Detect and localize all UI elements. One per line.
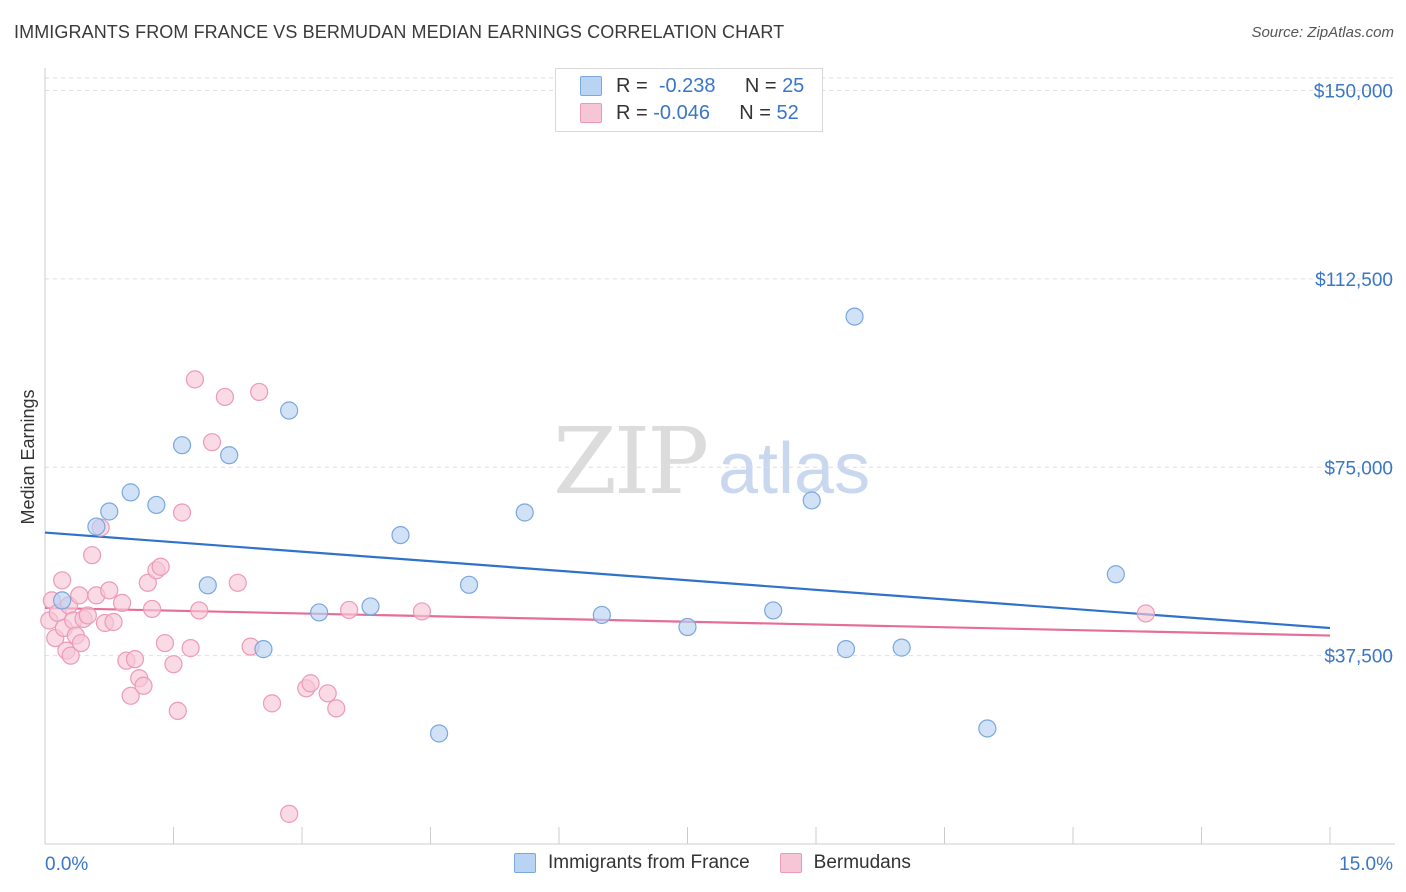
axes	[45, 68, 1395, 844]
point-france	[846, 308, 863, 325]
legend-swatch-france	[580, 76, 602, 96]
point-bermudans	[302, 675, 319, 692]
point-france	[593, 606, 610, 623]
point-france	[281, 402, 298, 419]
point-bermudans	[319, 685, 336, 702]
point-bermudans	[264, 695, 281, 712]
y-tick-label: $37,500	[1324, 647, 1393, 668]
point-bermudans	[204, 434, 221, 451]
point-bermudans	[152, 558, 169, 575]
y-tick-label: $75,000	[1324, 458, 1393, 479]
point-bermudans	[182, 640, 199, 657]
legend-swatch-bermudans	[580, 103, 602, 123]
point-bermudans	[144, 600, 161, 617]
y-tick-label: $112,500	[1315, 270, 1393, 291]
point-france	[803, 492, 820, 509]
point-france	[362, 598, 379, 615]
point-bermudans	[216, 388, 233, 405]
series-legend-bermudans[interactable]: Bermudans	[780, 852, 911, 874]
point-france	[311, 604, 328, 621]
point-bermudans	[341, 601, 358, 618]
point-france	[101, 503, 118, 520]
point-bermudans	[165, 656, 182, 673]
legend-n-label: N =	[739, 102, 771, 125]
legend-r-label: R =	[616, 102, 648, 125]
point-bermudans	[79, 607, 96, 624]
point-france	[679, 619, 696, 636]
point-bermudans	[174, 504, 191, 521]
point-bermudans	[101, 582, 118, 599]
point-bermudans	[169, 702, 186, 719]
data-points	[41, 308, 1155, 822]
y-tick-label: $150,000	[1314, 82, 1393, 103]
legend-n-value: 52	[777, 102, 799, 125]
legend-n-label: N =	[745, 75, 777, 98]
point-bermudans	[186, 371, 203, 388]
point-france	[255, 641, 272, 658]
legend-row-bermudans: R = -0.046 N = 52	[580, 101, 799, 125]
point-bermudans	[71, 587, 88, 604]
scatter-chart: $37,500 $75,000 $112,500 $150,000 0.0% 15.0% M…	[0, 0, 1406, 892]
point-france	[516, 504, 533, 521]
point-france	[392, 527, 409, 544]
series-swatch-france	[514, 853, 536, 873]
point-bermudans	[413, 603, 430, 620]
point-france	[461, 576, 478, 593]
series-label-bermudans: Bermudans	[814, 852, 911, 874]
series-swatch-bermudans	[780, 853, 802, 873]
point-france	[837, 641, 854, 658]
point-france	[122, 484, 139, 501]
x-tick-label-min: 0.0%	[45, 854, 88, 875]
point-france	[431, 725, 448, 742]
legend-r-value: -0.238	[659, 75, 745, 98]
point-bermudans	[84, 547, 101, 564]
point-france	[174, 437, 191, 454]
point-bermudans	[281, 805, 298, 822]
series-legend-france[interactable]: Immigrants from France	[514, 852, 750, 874]
point-bermudans	[251, 383, 268, 400]
point-bermudans	[54, 572, 71, 589]
point-france	[979, 720, 996, 737]
point-bermudans	[126, 651, 143, 668]
axis-labels: $37,500 $75,000 $112,500 $150,000 0.0% 15.0% M…	[18, 82, 1393, 875]
point-france	[88, 518, 105, 535]
point-bermudans	[191, 602, 208, 619]
legend-r-label: R =	[616, 75, 648, 98]
legend-r-value: -0.046	[653, 102, 739, 125]
series-label-france: Immigrants from France	[548, 852, 750, 874]
legend-n-value: 25	[782, 75, 804, 98]
point-bermudans	[105, 613, 122, 630]
point-bermudans	[1137, 605, 1154, 622]
y-axis-title: Median Earnings	[18, 389, 38, 524]
point-bermudans	[229, 574, 246, 591]
point-france	[893, 639, 910, 656]
point-bermudans	[72, 635, 89, 652]
grid-lines	[45, 78, 1395, 656]
point-france	[221, 447, 238, 464]
legend-row-france: R = -0.238 N = 25	[580, 74, 804, 98]
point-bermudans	[114, 594, 131, 611]
point-france	[765, 602, 782, 619]
stats-legend: R = -0.238 N = 25 R = -0.046 N = 52	[555, 68, 823, 132]
x-tick-label-max: 15.0%	[1339, 854, 1393, 875]
point-bermudans	[135, 677, 152, 694]
point-bermudans	[328, 700, 345, 717]
series-legend: Immigrants from France Bermudans	[514, 852, 941, 874]
point-france	[148, 496, 165, 513]
point-france	[199, 577, 216, 594]
point-france	[1107, 566, 1124, 583]
point-france	[54, 592, 71, 609]
point-bermudans	[156, 635, 173, 652]
